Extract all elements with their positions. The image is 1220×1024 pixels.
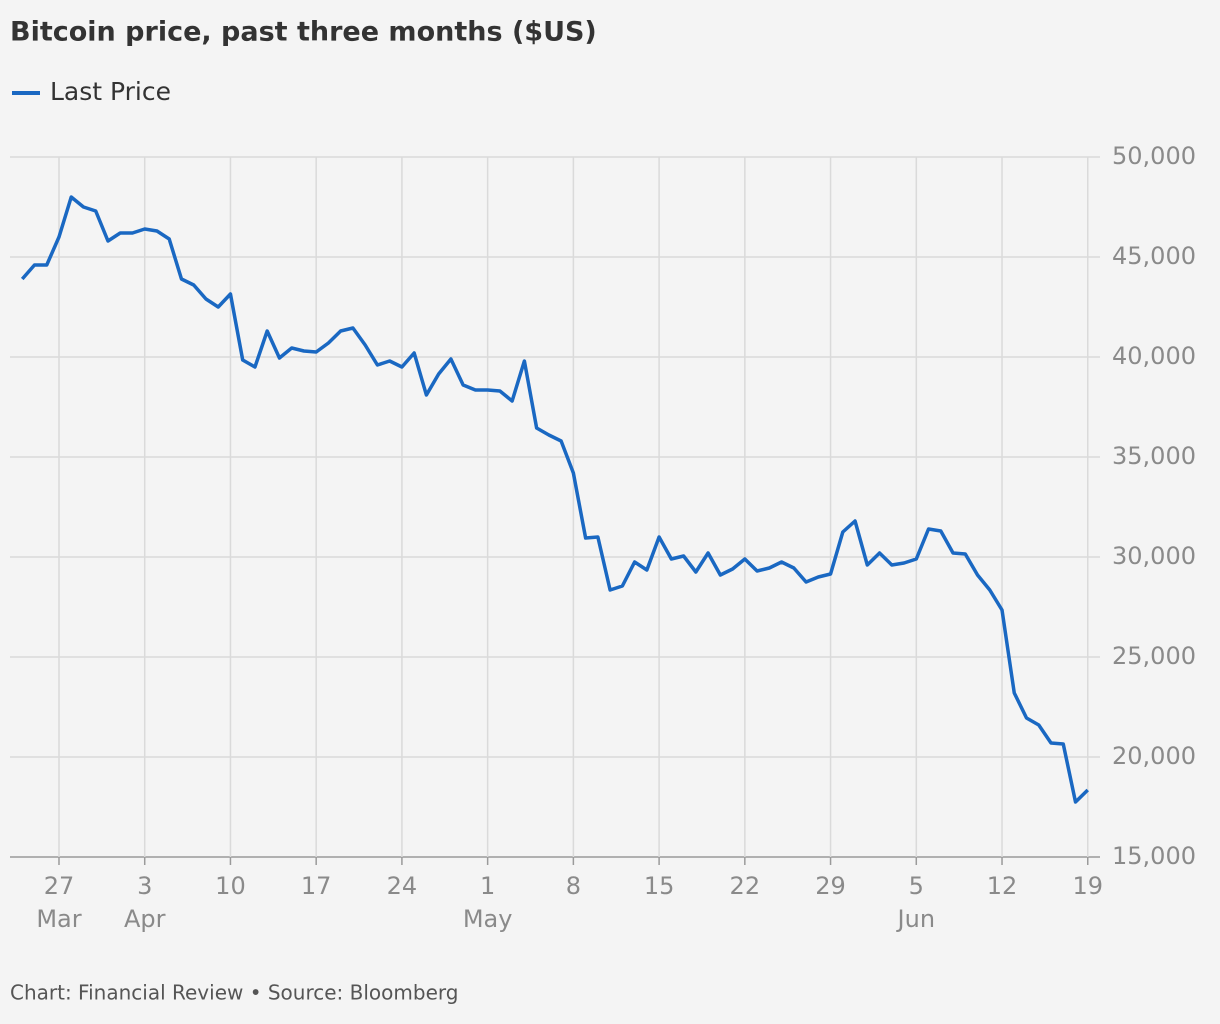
y-tick-label: 15,000 xyxy=(1112,842,1196,870)
y-tick-label: 20,000 xyxy=(1112,742,1196,770)
x-tick-label: 17 xyxy=(301,872,332,900)
x-tick-label: 29 xyxy=(815,872,846,900)
x-tick-label: 24 xyxy=(387,872,418,900)
y-tick-label: 35,000 xyxy=(1112,442,1196,470)
price-line xyxy=(20,195,1089,804)
x-tick-label: 1 xyxy=(480,872,495,900)
x-tick-month: Jun xyxy=(896,905,936,933)
x-tick-label: 15 xyxy=(644,872,675,900)
y-tick-label: 50,000 xyxy=(1112,142,1196,170)
x-tick-label: 8 xyxy=(566,872,581,900)
y-tick-label: 25,000 xyxy=(1112,642,1196,670)
x-tick-label: 27 xyxy=(44,872,75,900)
x-tick-label: 19 xyxy=(1072,872,1103,900)
x-tick-label: 12 xyxy=(987,872,1018,900)
x-tick-month: Apr xyxy=(124,905,166,933)
y-tick-label: 45,000 xyxy=(1112,242,1196,270)
x-tick-label: 3 xyxy=(137,872,152,900)
legend-label: Last Price xyxy=(50,77,171,106)
x-tick-label: 5 xyxy=(909,872,924,900)
chart-title: Bitcoin price, past three months ($US) xyxy=(10,17,597,48)
x-tick-month: May xyxy=(463,905,513,933)
source-note: Chart: Financial Review • Source: Bloomb… xyxy=(10,981,458,1005)
x-tick-month: Mar xyxy=(36,905,81,933)
x-tick-label: 10 xyxy=(215,872,246,900)
y-tick-label: 40,000 xyxy=(1112,342,1196,370)
x-tick-label: 22 xyxy=(730,872,761,900)
y-tick-label: 30,000 xyxy=(1112,542,1196,570)
